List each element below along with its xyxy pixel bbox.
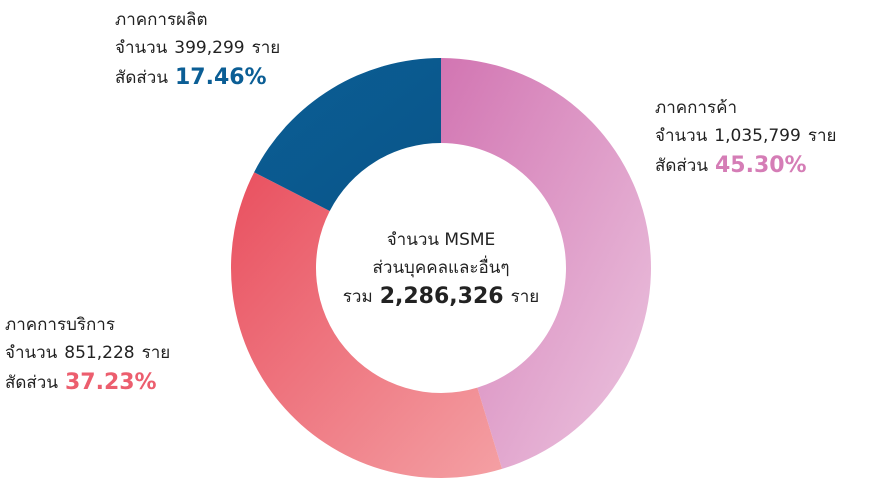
count-suffix: ราย <box>808 126 837 146</box>
donut-slice <box>231 172 502 478</box>
total-value: 2,286,326 <box>380 284 504 309</box>
chart: ภาคการค้าจำนวน1,035,799รายสัดส่วน45.30%ภ… <box>0 0 885 488</box>
count-line: จำนวน 1,035,799 ราย <box>655 126 836 146</box>
share-prefix: สัดส่วน <box>115 68 168 88</box>
total-line: รวม 2,286,326 ราย <box>343 284 539 309</box>
total-prefix: รวม <box>343 287 373 307</box>
total-suffix: ราย <box>511 287 540 307</box>
category-label: ภาคการค้า <box>655 98 737 118</box>
count-suffix: ราย <box>252 38 281 58</box>
share-line: สัดส่วน 45.30% <box>655 153 807 178</box>
count-prefix: จำนวน <box>655 126 708 146</box>
count-prefix: จำนวน <box>115 38 168 58</box>
center-text: ส่วนบุคคลและอื่นๆ <box>373 255 510 278</box>
share-line: สัดส่วน 17.46% <box>115 65 267 90</box>
share-prefix: สัดส่วน <box>655 156 708 176</box>
center-text: จำนวน MSME <box>387 230 496 250</box>
count-suffix: ราย <box>142 343 171 363</box>
category-label: ภาคการบริการ <box>5 315 115 335</box>
page: {"chart_data": { "type": "donut", "cente… <box>0 0 885 488</box>
share-value: 17.46% <box>175 65 267 90</box>
count-value: 851,228 <box>64 343 134 363</box>
count-line: จำนวน 399,299 ราย <box>115 38 280 58</box>
count-value: 399,299 <box>174 38 244 58</box>
category-label: ภาคการผลิต <box>115 10 208 30</box>
count-line: จำนวน 851,228 ราย <box>5 343 170 363</box>
share-line: สัดส่วน 37.23% <box>5 370 157 395</box>
share-value: 45.30% <box>715 153 807 178</box>
share-value: 37.23% <box>65 370 157 395</box>
count-prefix: จำนวน <box>5 343 58 363</box>
share-prefix: สัดส่วน <box>5 373 58 393</box>
count-value: 1,035,799 <box>714 126 801 146</box>
